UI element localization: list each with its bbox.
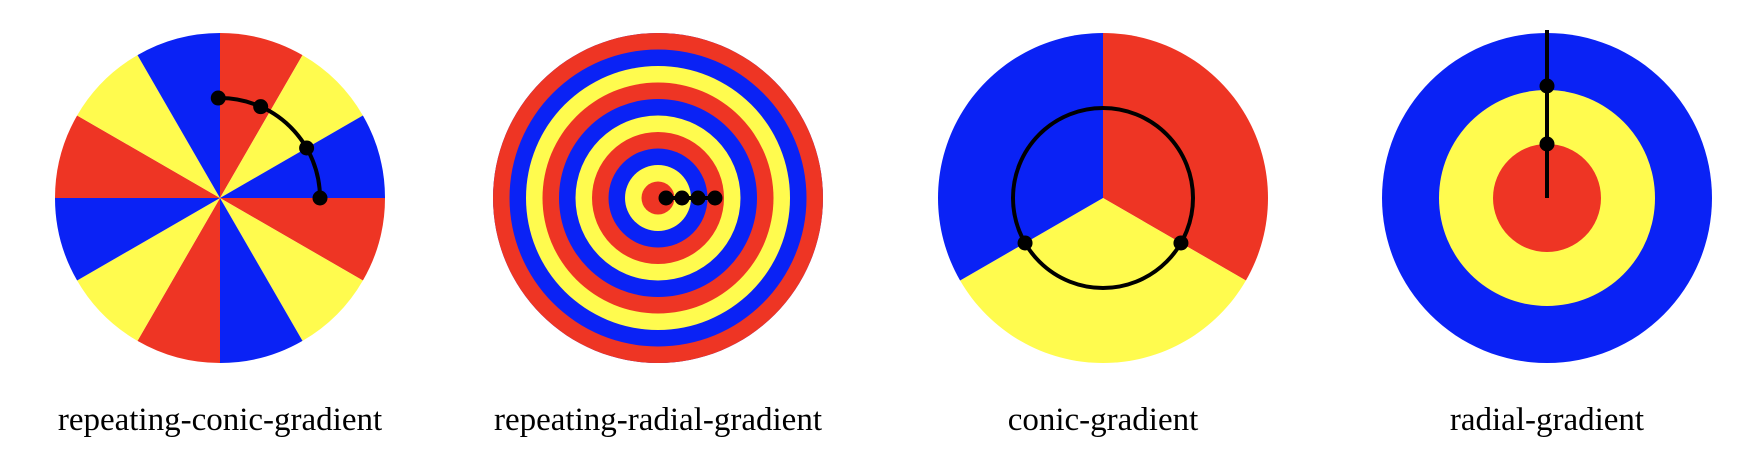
stop-marker — [690, 190, 706, 206]
repeating-conic-gradient-figure: repeating-conic-gradient — [0, 0, 440, 470]
conic-sector — [55, 115, 220, 198]
radial-gradient-figure: radial-gradient — [1327, 0, 1756, 470]
stop-marker — [312, 190, 328, 206]
conic-sector — [77, 198, 221, 341]
conic-sector — [220, 115, 385, 198]
conic-gradient-figure: conic-gradient — [883, 0, 1323, 470]
stop-marker — [674, 190, 690, 206]
radial-gradient-diagram — [1382, 30, 1712, 363]
stop-marker — [1173, 235, 1189, 251]
conic-sector — [220, 198, 385, 281]
stop-marker — [299, 140, 315, 156]
stop-marker — [707, 190, 723, 206]
stop-marker — [658, 190, 674, 206]
conic-sector — [938, 33, 1103, 281]
caption-repeating-conic-gradient: repeating-conic-gradient — [57, 402, 383, 438]
conic-sector — [137, 198, 220, 363]
conic-sector — [137, 33, 220, 198]
caption-radial-gradient: radial-gradient — [1449, 402, 1645, 438]
caption-repeating-radial-gradient: repeating-radial-gradient — [494, 402, 822, 438]
repeating-conic-gradient-diagram — [55, 33, 385, 363]
conic-gradient-diagram — [938, 33, 1268, 363]
stop-marker — [1539, 78, 1555, 94]
repeating-radial-gradient-figure: repeating-radial-gradient — [438, 0, 878, 470]
stop-marker — [1539, 136, 1555, 152]
caption-conic-gradient: conic-gradient — [1007, 402, 1199, 438]
conic-sector — [220, 198, 303, 363]
conic-sector — [960, 198, 1246, 363]
repeating-radial-gradient-diagram — [493, 33, 823, 363]
conic-sector — [1103, 33, 1268, 281]
stop-marker — [253, 99, 269, 115]
stop-marker — [210, 90, 226, 106]
conic-sector — [77, 55, 221, 199]
radial-band — [641, 181, 675, 215]
conic-sector — [55, 198, 220, 281]
stop-arc — [218, 96, 322, 199]
conic-sector — [220, 33, 303, 198]
stop-circle — [1011, 106, 1195, 290]
conic-sector — [220, 198, 363, 341]
stop-marker — [1017, 235, 1033, 251]
